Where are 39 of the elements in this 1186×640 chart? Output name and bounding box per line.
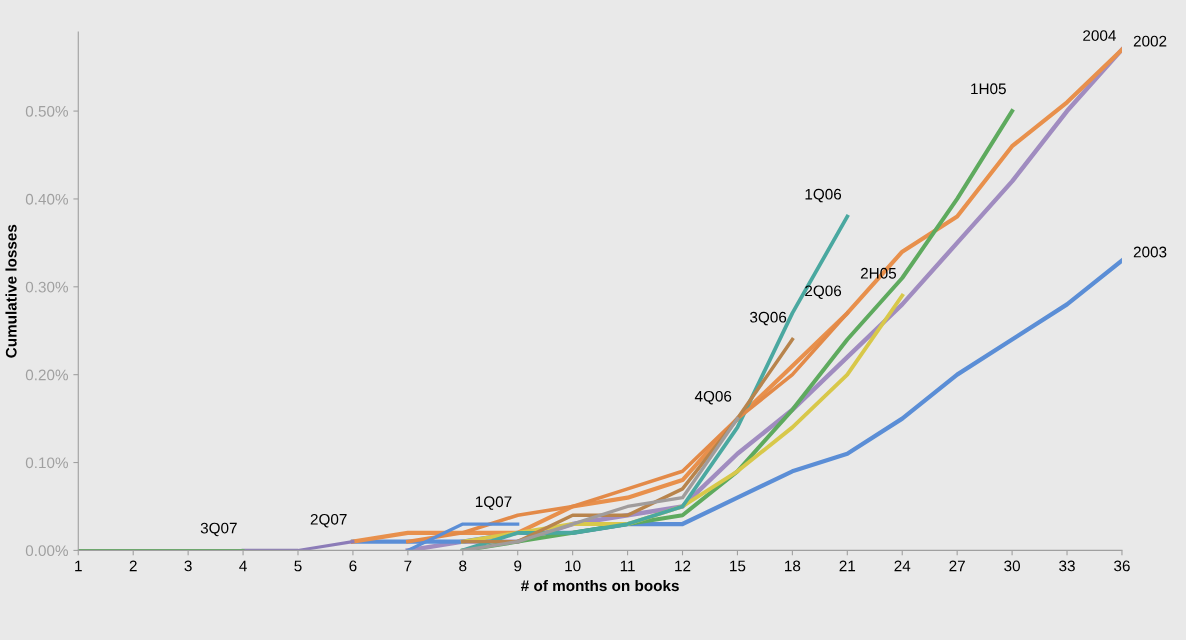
x-tick-label: 21 — [839, 560, 856, 572]
x-tick-label: 18 — [785, 560, 801, 572]
x-tick-label: 3 — [184, 560, 192, 572]
x-tick-label: 36 — [1114, 560, 1130, 572]
x-tick-label: 30 — [1004, 560, 1020, 572]
x-tick-label: 7 — [404, 560, 412, 572]
y-tick-label: 0.50% — [25, 105, 69, 117]
series-label: 2002 — [1133, 35, 1167, 47]
x-tick-label: 33 — [1059, 560, 1075, 572]
series-label: 2003 — [1133, 246, 1167, 258]
x-tick-label: 6 — [349, 560, 357, 572]
x-tick-label: 12 — [675, 560, 691, 572]
y-tick-label: 0.30% — [25, 281, 69, 293]
y-tick-label: 0.40% — [25, 193, 69, 205]
y-axis-title: Cumulative losses — [5, 224, 17, 358]
x-tick-label: 5 — [294, 560, 302, 572]
x-tick-label: 10 — [565, 560, 581, 572]
x-tick-label: 4 — [239, 560, 247, 572]
series-label: 3Q06 — [750, 311, 787, 326]
series-label: 2004 — [1083, 30, 1116, 41]
series-label: 2Q06 — [805, 285, 842, 299]
x-tick-label: 11 — [620, 560, 635, 572]
x-tick-label: 9 — [514, 560, 522, 572]
x-tick-label: 27 — [949, 560, 965, 572]
x-tick-label: 15 — [730, 560, 746, 572]
series-label: 2Q07 — [310, 513, 347, 528]
x-tick-label: 8 — [459, 560, 467, 572]
x-axis-title: # of months on books — [521, 579, 679, 592]
series-label: 1H05 — [971, 83, 1006, 95]
series-label: 3Q07 — [200, 522, 237, 537]
y-tick-label: 0.10% — [25, 457, 69, 469]
series-label: 1Q06 — [805, 188, 842, 203]
y-tick-label: 0.00% — [25, 545, 69, 557]
series-label: 4Q06 — [694, 390, 732, 405]
x-tick-label: 24 — [894, 560, 911, 572]
x-tick-label: 2 — [129, 560, 137, 572]
series-label: 1Q07 — [475, 496, 512, 510]
y-tick-label: 0.20% — [25, 369, 69, 381]
x-tick-label: 1 — [75, 560, 82, 572]
